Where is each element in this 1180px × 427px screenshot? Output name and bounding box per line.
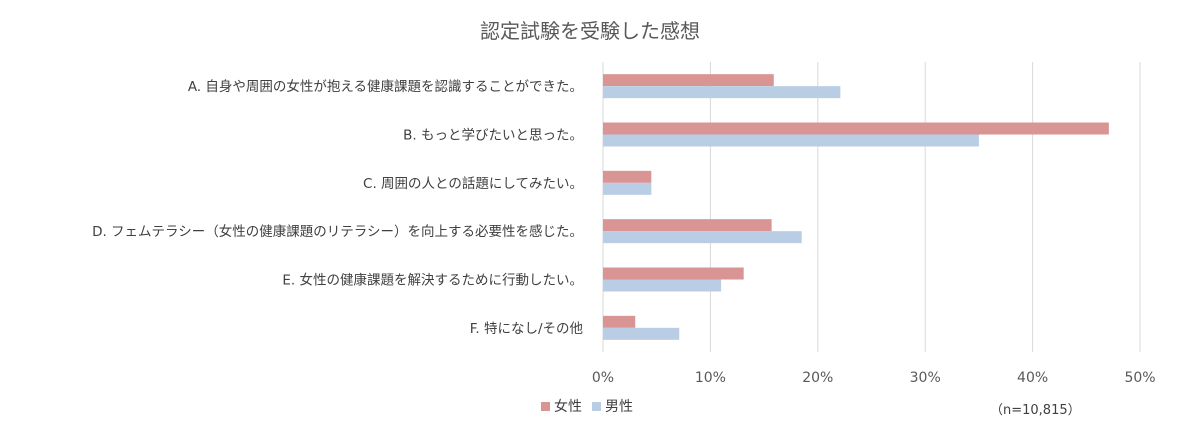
x-tick-label: 50% bbox=[1124, 370, 1155, 386]
bar-female bbox=[603, 315, 636, 328]
bar-male bbox=[603, 279, 722, 292]
category-label: F. 特になし/その他 bbox=[470, 321, 583, 337]
bar-male bbox=[603, 134, 979, 147]
bar-male bbox=[603, 182, 652, 195]
legend-label-female: 女性 bbox=[554, 399, 582, 415]
x-tick-label: 10% bbox=[695, 370, 726, 386]
legend-label-male: 男性 bbox=[605, 399, 633, 415]
sample-size-note: （n=10,815） bbox=[990, 403, 1081, 418]
category-label: D. フェムテラシー（女性の健康課題のリテラシー）を向上する必要性を感じた。 bbox=[92, 223, 583, 240]
bar-female bbox=[603, 170, 652, 183]
x-tick-label: 30% bbox=[910, 370, 941, 386]
legend: 女性 男性 bbox=[541, 396, 643, 416]
legend-item-female: 女性 bbox=[541, 396, 582, 416]
gridlines bbox=[602, 62, 1141, 352]
legend-item-male: 男性 bbox=[592, 396, 633, 416]
category-label: E. 女性の健康課題を解決するために行動したい。 bbox=[282, 272, 583, 289]
legend-swatch-female bbox=[541, 401, 550, 411]
bar-female bbox=[603, 219, 772, 232]
bar-female bbox=[603, 267, 744, 280]
bar-male bbox=[603, 86, 841, 99]
bar-male bbox=[603, 327, 680, 340]
category-labels: A. 自身や周囲の女性が抱える健康課題を認識することができた。 B. もっと学びた… bbox=[92, 78, 583, 337]
category-label: A. 自身や周囲の女性が抱える健康課題を認識することができた。 bbox=[188, 78, 583, 95]
x-tick-label: 40% bbox=[1017, 370, 1048, 386]
bar-female bbox=[603, 74, 774, 87]
bar-female bbox=[603, 122, 1109, 135]
chart-title: 認定試験を受験した感想 bbox=[480, 19, 700, 43]
category-label: C. 周囲の人との話題にしてみたい。 bbox=[363, 175, 583, 192]
bar-male bbox=[603, 231, 802, 244]
x-tick-label: 0% bbox=[592, 370, 614, 386]
bars bbox=[603, 74, 1109, 340]
legend-swatch-male bbox=[592, 401, 601, 411]
x-tick-labels: 0% 10% 20% 30% 40% 50% bbox=[592, 370, 1156, 386]
category-label: B. もっと学びたいと思った。 bbox=[403, 128, 583, 144]
x-tick-label: 20% bbox=[802, 370, 833, 386]
